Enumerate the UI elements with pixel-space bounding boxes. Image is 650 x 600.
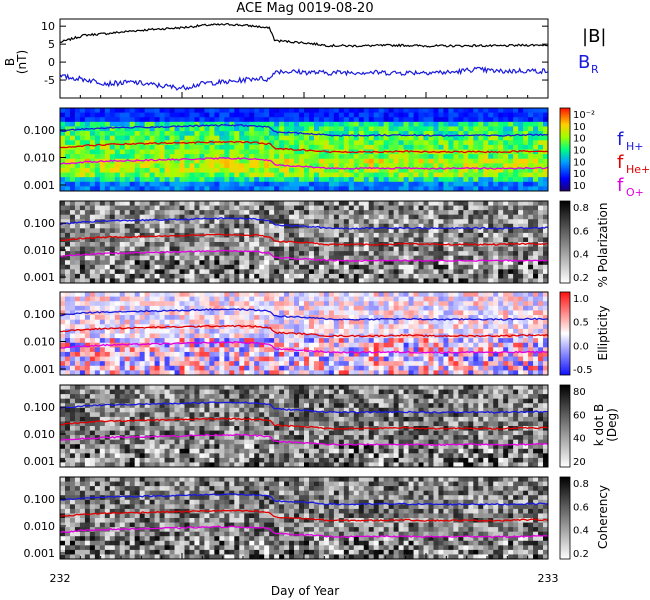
- panel-frame-1: [59, 107, 549, 192]
- f-he-line-panel-4: [59, 417, 549, 430]
- y-tick-label: 0.010: [24, 152, 56, 165]
- series-line-bmag: [59, 22, 549, 48]
- colorbar-tick-label: 0.6: [573, 226, 589, 237]
- spectrogram-panel-5: [60, 477, 549, 560]
- series-line-br: [59, 65, 549, 91]
- b-axis-label: B: [3, 58, 17, 66]
- colorbar-tick-label: 10: [573, 122, 586, 133]
- legend-fo-sub: O+: [626, 186, 644, 199]
- colorbar-tick-label: 10: [573, 181, 586, 192]
- y-tick-label: 0.010: [24, 520, 56, 533]
- colorbar-tick-label: 10: [573, 169, 586, 180]
- x-tick-232: 232: [50, 572, 71, 585]
- spectrogram-panel-2: [60, 201, 549, 284]
- legend-fh-sub: H+: [626, 140, 644, 153]
- panel-frame-3: [59, 291, 549, 376]
- f-h-line-panel-3: [59, 308, 549, 321]
- colorbar-label-kdotb-2: (Deg): [605, 408, 619, 442]
- colorbar-tick-label: 10: [573, 157, 586, 168]
- y-tick-label: 0.001: [24, 547, 56, 560]
- legend-fh: f: [617, 129, 624, 150]
- colorbar-5: [559, 476, 571, 560]
- colorbar-tick-label: 0.4: [573, 526, 589, 537]
- legend-bmag: |B|: [582, 26, 606, 47]
- colorbar-tick-label: 60: [573, 410, 586, 421]
- y-tick-label: 0.100: [24, 493, 56, 506]
- colorbar-tick-label: 0.6: [573, 502, 589, 513]
- spectrogram-panel-3: [60, 292, 549, 376]
- legend-fo: f: [617, 175, 624, 196]
- spectrogram-panel-4: [60, 385, 549, 468]
- b-unit-label: (nT): [15, 50, 29, 74]
- legend-fhe-sub: He+: [626, 163, 650, 176]
- colorbar-4: [559, 384, 571, 468]
- f-h-line-panel-5: [59, 493, 549, 506]
- f-o-line-panel-4: [59, 433, 549, 447]
- y-tick-label: 0.100: [24, 217, 56, 230]
- f-o-line-panel-1: [59, 157, 549, 170]
- y-tick-label: 0.010: [24, 244, 56, 257]
- colorbar-label-polarization: % Polarization: [596, 203, 610, 288]
- y-tick-label: 0.001: [24, 179, 56, 192]
- chart-title: ACE Mag 0019-08-20: [236, 1, 373, 16]
- legend-br: B: [578, 52, 590, 73]
- y-tick-label: 0.001: [24, 271, 56, 284]
- y-tick-label: 0.100: [24, 308, 56, 321]
- y-tick-label: 0.001: [24, 455, 56, 468]
- y-tick-label: -5: [44, 74, 55, 87]
- colorbar-tick-label: 10: [573, 134, 586, 145]
- colorbar-tick-label: 0.8: [573, 479, 589, 490]
- colorbar-label-kdotb-1: k dot B: [592, 404, 606, 446]
- f-he-line-panel-1: [59, 140, 549, 154]
- f-h-line-panel-4: [59, 401, 549, 414]
- colorbar-3: [559, 291, 571, 376]
- colorbar-tick-label: 1.0: [573, 294, 589, 305]
- colorbar-tick-label: 0.4: [573, 250, 589, 261]
- f-he-line-panel-5: [60, 509, 549, 522]
- y-tick-label: 0.010: [24, 428, 56, 441]
- y-tick-label: 5: [48, 38, 55, 51]
- colorbar-tick-label: 0.2: [573, 549, 589, 560]
- f-o-line-panel-2: [59, 249, 549, 263]
- colorbar-tick-label: 0.0: [573, 341, 589, 352]
- colorbar-tick-label: 0.5: [573, 318, 589, 329]
- colorbar-tick-label: 10: [573, 146, 586, 157]
- panel-frame-2: [59, 200, 549, 284]
- colorbar-label-ellipticity: Ellipticity: [596, 306, 610, 361]
- panel-frame-4: [59, 384, 549, 468]
- colorbar-label-coherency: Coherency: [596, 485, 610, 549]
- y-tick-label: 0.001: [24, 363, 56, 376]
- legend-br-sub: R: [591, 63, 599, 76]
- colorbar-1: [559, 107, 571, 192]
- f-he-line-panel-3: [59, 324, 549, 338]
- colorbar-tick-label: 80: [573, 387, 586, 398]
- colorbar-tick-label: 0.8: [573, 203, 589, 214]
- x-axis-label: Day of Year: [271, 584, 339, 598]
- f-h-line-panel-1: [59, 123, 549, 137]
- f-o-line-panel-3: [59, 341, 549, 354]
- colorbar-tick-label: -0.5: [573, 365, 593, 376]
- y-tick-label: 0.100: [24, 124, 56, 137]
- x-tick-233: 233: [538, 572, 559, 585]
- colorbar-tick-label: 40: [573, 434, 586, 445]
- f-he-line-panel-2: [59, 233, 548, 246]
- f-o-line-panel-5: [59, 525, 549, 539]
- y-tick-label: 0.100: [24, 401, 56, 414]
- colorbar-tick-label: 10⁻²: [573, 110, 595, 121]
- colorbar-tick-label: 20: [573, 457, 586, 468]
- y-tick-label: 0.010: [24, 336, 56, 349]
- legend-fhe: f: [617, 152, 624, 173]
- y-tick-label: 0: [48, 56, 55, 69]
- colorbar-tick-label: 0.2: [573, 273, 589, 284]
- y-tick-label: 10: [41, 20, 55, 33]
- f-h-line-panel-2: [59, 217, 549, 230]
- colorbar-2: [559, 200, 571, 284]
